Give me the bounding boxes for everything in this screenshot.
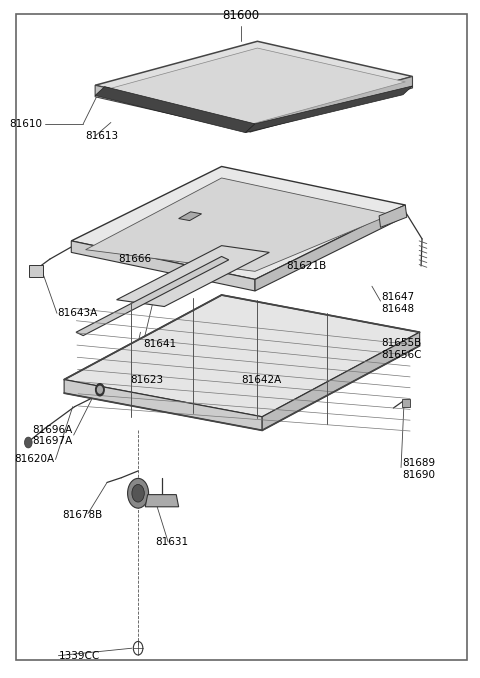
Polygon shape (71, 167, 405, 279)
Polygon shape (64, 380, 262, 431)
Polygon shape (95, 87, 255, 133)
Text: 81620A: 81620A (14, 454, 55, 464)
Polygon shape (95, 85, 250, 132)
Text: 81666: 81666 (118, 254, 151, 264)
Polygon shape (85, 178, 391, 271)
Text: 81610: 81610 (10, 119, 43, 129)
Text: 81690: 81690 (402, 470, 435, 480)
Text: 81623: 81623 (130, 375, 163, 384)
Polygon shape (245, 86, 412, 133)
Text: 81648: 81648 (382, 304, 415, 313)
Text: 81696A: 81696A (33, 425, 72, 435)
Polygon shape (255, 205, 405, 291)
Text: 81600: 81600 (222, 9, 259, 22)
Polygon shape (105, 48, 405, 124)
Text: 81656C: 81656C (382, 350, 422, 359)
Circle shape (132, 485, 144, 502)
Text: 81631: 81631 (155, 537, 188, 547)
Text: 81643A: 81643A (57, 308, 97, 318)
Polygon shape (64, 295, 420, 417)
Text: 1339CC: 1339CC (59, 651, 100, 660)
Text: 81647: 81647 (382, 292, 415, 302)
Text: 81689: 81689 (402, 458, 435, 468)
Polygon shape (95, 41, 412, 121)
Polygon shape (250, 77, 412, 132)
Polygon shape (117, 245, 269, 306)
Polygon shape (71, 241, 255, 291)
Text: 81697A: 81697A (33, 436, 72, 446)
Polygon shape (145, 495, 179, 506)
Circle shape (97, 386, 102, 393)
FancyBboxPatch shape (29, 264, 43, 277)
Text: 81642A: 81642A (241, 375, 282, 384)
Circle shape (24, 437, 32, 448)
Text: 81621B: 81621B (286, 261, 326, 271)
Polygon shape (262, 332, 420, 431)
Polygon shape (379, 205, 407, 227)
Polygon shape (76, 256, 229, 336)
FancyBboxPatch shape (16, 14, 468, 660)
FancyBboxPatch shape (402, 399, 410, 407)
Text: 81613: 81613 (85, 131, 119, 141)
Text: 81678B: 81678B (62, 510, 102, 520)
Text: 81655B: 81655B (382, 338, 422, 348)
Circle shape (96, 384, 104, 396)
Polygon shape (179, 212, 202, 220)
Text: 81641: 81641 (143, 340, 176, 349)
Circle shape (128, 479, 149, 508)
